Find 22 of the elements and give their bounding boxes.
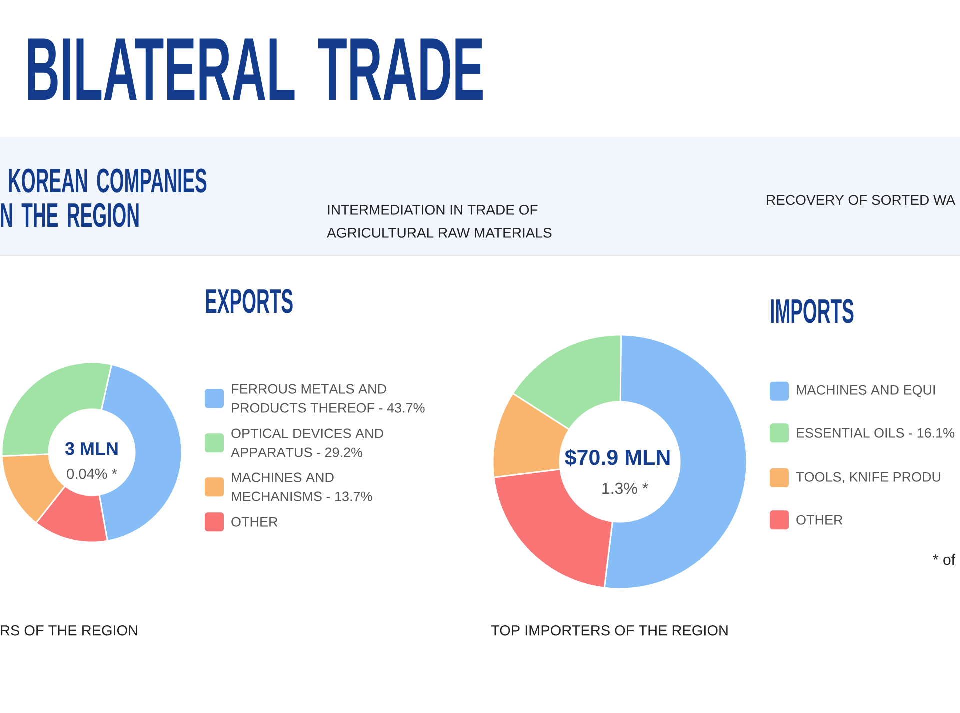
- text: 0.04% *: [67, 468, 118, 480]
- legend-label: ESSENTIAL OILS - 16.1%: [797, 428, 955, 438]
- legend-label: FERROUS METALS AND PRODUCTS THEREOF - 43.7%: [232, 384, 425, 413]
- text: RECOVERY OF SORTED WA: [767, 195, 956, 206]
- text: INTERMEDIATION IN TRADE OF AGRICULTURAL RAW MATERIALS: [327, 204, 552, 238]
- text: N THE REGION: [1, 203, 139, 228]
- chart-title: IMPORTS: [771, 299, 854, 324]
- legend-label: OTHER: [796, 515, 843, 525]
- chart-title: EXPORTS: [206, 289, 293, 314]
- legend-label: MACHINES AND MECHANISMS - 13.7%: [232, 472, 372, 502]
- text: $70.9 MLN: [565, 449, 670, 467]
- legend-label: TOOLS, KNIFE PRODU: [796, 472, 940, 484]
- legend-label: OPTICAL DEVICES AND APPARATUS - 29.2%: [231, 428, 384, 458]
- text: BILATERAL TRADE: [28, 38, 483, 100]
- text: 3 MLN: [65, 442, 118, 456]
- legend-label: OTHER: [232, 517, 278, 527]
- legend-label: MACHINES AND EQUI: [797, 385, 936, 398]
- text: 1.3% *: [602, 482, 648, 494]
- text: TOP IMPORTERS OF THE REGION: [491, 625, 728, 636]
- text: * of: [933, 554, 956, 566]
- text: KOREAN COMPANIES: [9, 168, 207, 193]
- text: RS OF THE REGION: [1, 625, 138, 636]
